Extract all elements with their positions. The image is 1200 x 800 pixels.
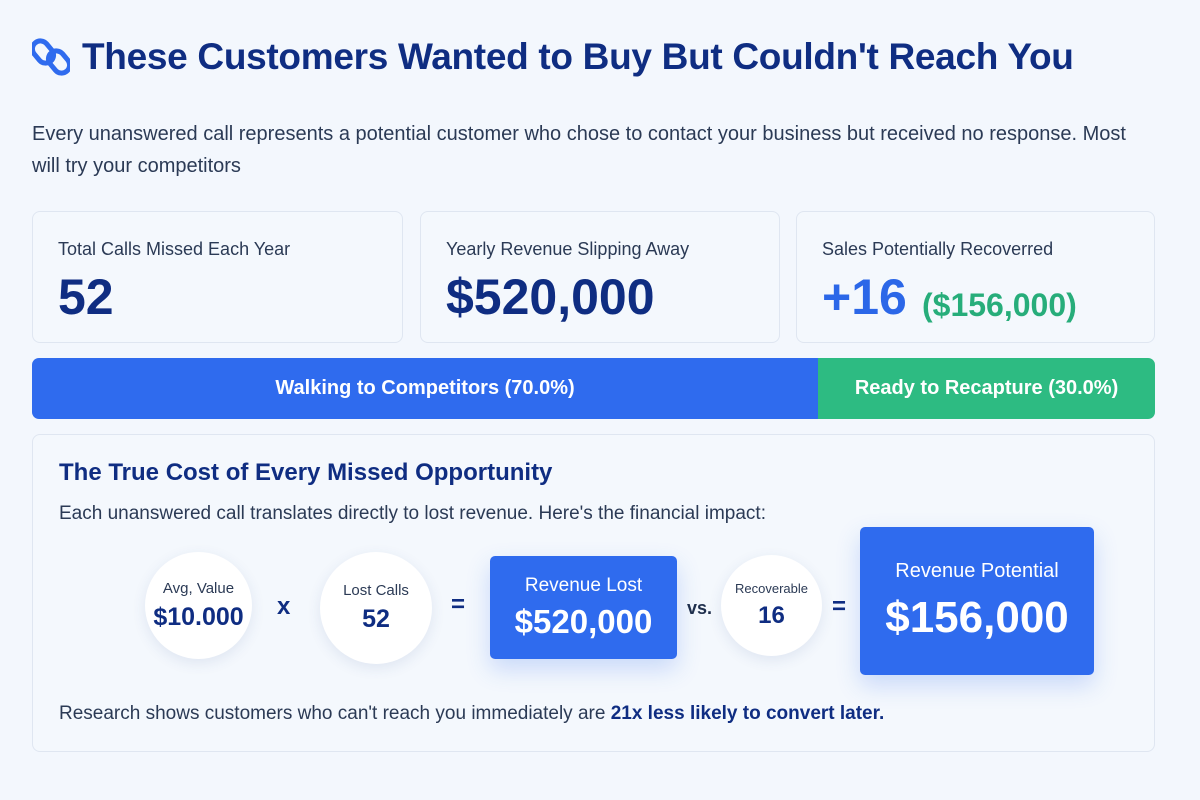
segment-label: Ready to Recapture (30.0%) xyxy=(854,377,1119,399)
stat-card-revenue-slipping: Yearly Revenue Slipping Away $520,000 xyxy=(420,211,780,343)
cost-panel: The True Cost of Every Missed Opportunit… xyxy=(32,434,1155,752)
stat-sub-value: ($156,000) xyxy=(922,287,1077,323)
lost-calls-label: Lost Calls xyxy=(343,582,409,599)
lost-calls-circle: Lost Calls 52 xyxy=(320,552,432,664)
intro-text: Every unanswered call represents a poten… xyxy=(32,123,1126,177)
revenue-potential-box: Revenue Potential $156,000 xyxy=(860,527,1094,675)
avg-value-circle: Avg, Value $10.000 xyxy=(145,552,252,659)
stat-label: Total Calls Missed Each Year xyxy=(58,239,291,259)
stat-value: $520,000 xyxy=(446,269,655,325)
stat-card-sales-recovered: Sales Potentially Recoverred +16 ($156,0… xyxy=(796,211,1155,343)
vs-text: vs. xyxy=(687,598,713,618)
research-highlight: 21x less likely to convert later. xyxy=(610,703,885,724)
revenue-potential-value: $156,000 xyxy=(885,592,1069,642)
segment-recapture: Ready to Recapture (30.0%) xyxy=(818,358,1155,419)
revenue-lost-label: Revenue Lost xyxy=(524,574,643,596)
avg-value-label: Avg, Value xyxy=(162,579,235,597)
equals-symbol: = xyxy=(832,593,847,620)
stat-label: Yearly Revenue Slipping Away xyxy=(446,239,690,259)
segment-label: Walking to Competitors (70.0%) xyxy=(275,377,575,399)
recoverable-label: Recoverable xyxy=(735,581,808,596)
header: These Customers Wanted to Buy But Couldn… xyxy=(32,36,1074,78)
stat-value: 52 xyxy=(58,269,114,325)
cost-title: The True Cost of Every Missed Opportunit… xyxy=(59,459,553,486)
revenue-lost-value: $520,000 xyxy=(514,602,653,640)
recoverable-circle: Recoverable 16 xyxy=(721,555,822,656)
multiply-symbol: x xyxy=(277,593,291,620)
lost-calls-value: 52 xyxy=(362,605,390,633)
revenue-lost-box: Revenue Lost $520,000 xyxy=(490,556,677,659)
revenue-potential-label: Revenue Potential xyxy=(895,559,1059,582)
cost-description: Each unanswered call translates directly… xyxy=(59,503,766,524)
avg-value-amount: $10.000 xyxy=(153,602,244,631)
segment-competitors: Walking to Competitors (70.0%) xyxy=(32,358,819,419)
stat-card-calls-missed: Total Calls Missed Each Year 52 xyxy=(32,211,403,343)
stat-value: +16 xyxy=(822,269,907,325)
split-progress-bar: Walking to Competitors (70.0%) Ready to … xyxy=(32,358,1155,419)
recoverable-value: 16 xyxy=(758,602,785,629)
research-note: Research shows customers who can't reach… xyxy=(59,703,884,725)
stat-label: Sales Potentially Recoverred xyxy=(822,239,1054,259)
page-title: These Customers Wanted to Buy But Couldn… xyxy=(82,36,1074,77)
link-icon xyxy=(32,38,70,76)
research-text: Research shows customers who can't reach… xyxy=(59,703,611,724)
equals-symbol: = xyxy=(451,591,466,618)
